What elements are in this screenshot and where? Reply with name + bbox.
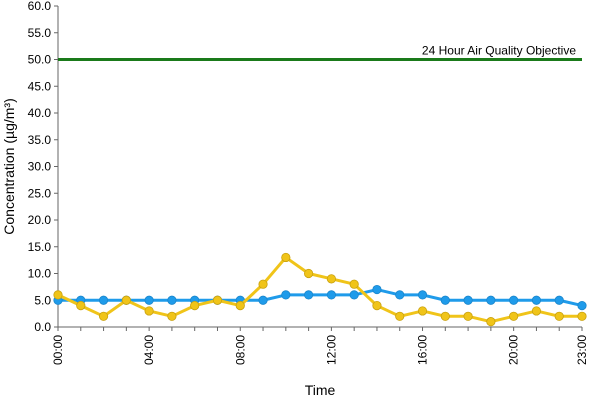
series-1-point <box>349 290 359 300</box>
series-1-point <box>281 290 291 300</box>
series-2-point <box>304 268 314 279</box>
series-2-point <box>121 295 131 305</box>
series-1-point <box>417 290 428 300</box>
series-1-point <box>463 295 473 305</box>
series-2-point <box>440 311 450 321</box>
y-tick-label: 20.0 <box>28 213 52 227</box>
series-2-point <box>554 311 564 321</box>
series-1-point <box>509 295 519 305</box>
series-2-point <box>53 290 63 300</box>
x-tick-label: 23:00 <box>575 335 589 365</box>
air-quality-objective-label: 24 Hour Air Quality Objective <box>422 44 576 58</box>
series-2-point <box>258 279 268 289</box>
series-2-point <box>235 300 245 311</box>
series-2-line <box>57 255 582 324</box>
series-2-point <box>531 306 542 316</box>
x-tick-label: 00:00 <box>51 335 65 365</box>
y-tick-label: 45.0 <box>28 79 52 93</box>
series-1-point <box>395 290 405 300</box>
y-tick-label: 50.0 <box>28 53 52 67</box>
x-tick-label: 04:00 <box>142 335 156 365</box>
x-tick-label: 12:00 <box>324 335 338 365</box>
series-1-line <box>58 288 583 308</box>
series-1-point <box>144 295 154 305</box>
series-1-point <box>98 295 109 305</box>
x-tick-label: 08:00 <box>233 335 247 365</box>
series-1-point <box>326 290 336 300</box>
series-2-point <box>349 279 359 289</box>
y-tick-label: 15.0 <box>28 240 52 254</box>
series-2 <box>53 252 587 327</box>
series-2-point <box>326 274 336 284</box>
series-2-point <box>167 311 177 321</box>
series-2-point <box>417 306 428 316</box>
series-2-point <box>76 300 86 311</box>
x-tick-label: 16:00 <box>416 335 430 365</box>
y-tick-label: 30.0 <box>28 160 52 174</box>
series-1 <box>53 284 587 311</box>
x-ticks: 00:00 04:00 08:00 12:00 16:00 20:00 23:00 <box>51 327 589 365</box>
y-tick-label: 40.0 <box>28 106 52 120</box>
series-2-point <box>190 300 200 311</box>
series-1-point <box>577 300 587 311</box>
series-1-point <box>486 295 496 305</box>
series-2-point <box>144 306 154 316</box>
series-1-point <box>554 295 564 305</box>
series-2-point <box>463 311 473 321</box>
series-1-point <box>531 295 542 305</box>
y-tick-label: 10.0 <box>28 267 52 281</box>
y-tick-label: 55.0 <box>28 26 52 40</box>
series-2-point <box>577 311 587 321</box>
series-2-point <box>98 311 109 321</box>
y-tick-label: 35.0 <box>28 133 52 147</box>
series-1-point <box>304 290 314 300</box>
x-axis-title: Time <box>305 382 336 398</box>
series-2-point <box>486 317 496 327</box>
series-2-point <box>212 295 223 305</box>
reference-line-group: 24 Hour Air Quality Objective <box>58 44 582 61</box>
series-2-point <box>395 311 405 321</box>
x-tick-label: 20:00 <box>507 335 521 365</box>
series-group <box>53 252 587 327</box>
y-tick-label: 60.0 <box>28 0 52 13</box>
y-ticks: 0.0 5.0 10.0 15.0 20.0 25.0 30.0 35.0 40.0 45.0 50… <box>28 0 58 334</box>
y-axis-title: Concentration (µg/m³) <box>1 98 17 234</box>
y-tick-label: 0.0 <box>34 320 51 334</box>
series-2-point <box>372 300 382 311</box>
series-2-point <box>509 311 519 321</box>
series-1-point <box>258 295 268 305</box>
series-1-point <box>167 295 177 305</box>
y-tick-label: 25.0 <box>28 186 52 200</box>
series-2-point <box>281 252 291 263</box>
y-tick-label: 5.0 <box>34 293 51 307</box>
series-1-point <box>440 295 450 305</box>
series-1-point <box>372 284 382 295</box>
